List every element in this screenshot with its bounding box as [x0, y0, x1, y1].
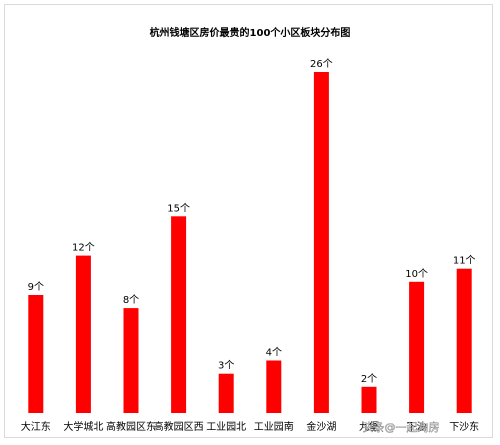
data-label: 11个: [453, 255, 476, 267]
x-tick-label: 下沙东: [449, 420, 479, 433]
x-tick-label: 高教园区东: [106, 420, 156, 433]
bar-6: [266, 360, 282, 413]
bar-7: [313, 72, 329, 413]
data-label: 8个: [123, 294, 139, 306]
data-label: 9个: [28, 281, 44, 293]
x-tick-label: 工业园南: [254, 420, 294, 433]
data-label: 3个: [218, 360, 234, 372]
bar-8: [361, 386, 377, 413]
x-tick-label: 金沙湖: [306, 420, 336, 433]
chart-title: 杭州钱塘区房价最贵的100个小区板块分布图: [150, 26, 351, 39]
x-tick-label: 下沙: [407, 421, 427, 433]
data-label: 2个: [361, 373, 377, 385]
x-tick-label: 高教园区西: [154, 420, 204, 433]
data-label: 26个: [310, 58, 333, 70]
x-tick-label: 大学城北: [63, 420, 103, 433]
data-label: 12个: [72, 242, 95, 254]
bar-1: [28, 295, 44, 413]
bar-4: [171, 216, 187, 413]
data-labels-group: 9个 12个 8个 15个 3个 4个 26个 2个 10个 11个: [28, 58, 476, 385]
x-tick-label: 工业园北: [206, 421, 246, 433]
data-label: 4个: [266, 347, 282, 359]
bar-3: [123, 308, 139, 413]
x-tick-label: 九堡: [359, 420, 379, 433]
bar-10: [456, 268, 472, 413]
bars-group: [28, 72, 472, 413]
bar-2: [75, 255, 91, 413]
bar-5: [218, 373, 234, 413]
data-label: 10个: [405, 268, 428, 280]
x-tick-label: 大江东: [21, 420, 51, 433]
watermark: 头条@一起淘房: [363, 420, 440, 434]
bar-9: [409, 281, 425, 413]
data-label: 15个: [167, 202, 190, 214]
